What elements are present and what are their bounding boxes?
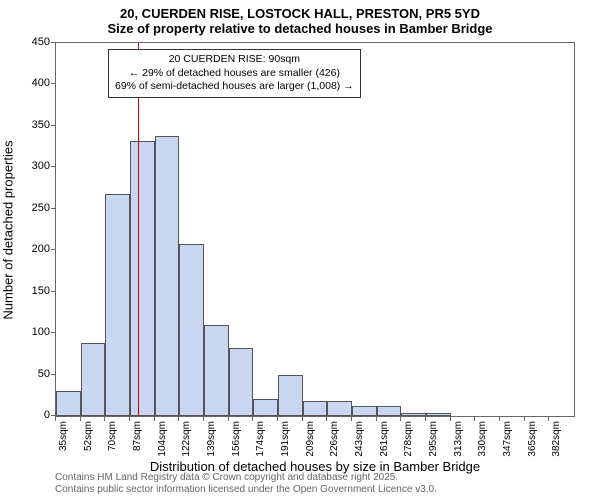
- x-tick-label: 382sqm: [551, 421, 562, 457]
- title-address: 20, CUERDEN RISE, LOSTOCK HALL, PRESTON,…: [0, 6, 600, 21]
- attribution-footer: Contains HM Land Registry data © Crown c…: [55, 472, 437, 496]
- histogram-bar: [204, 325, 229, 416]
- x-tick-mark: [129, 417, 130, 421]
- y-tick-label: 200: [32, 243, 50, 255]
- x-tick-mark: [104, 417, 105, 421]
- property-marker-line: [138, 43, 140, 416]
- histogram-bar: [130, 141, 155, 416]
- x-tick-label: 365sqm: [527, 421, 538, 457]
- annotation-property: 20 CUERDEN RISE: 90sqm: [115, 53, 354, 67]
- histogram-bar: [105, 194, 130, 416]
- x-tick-mark: [277, 417, 278, 421]
- x-tick-label: 104sqm: [157, 421, 168, 457]
- x-tick-mark: [499, 417, 500, 421]
- x-tick-label: 191sqm: [280, 421, 291, 457]
- footer-line2: Contains public sector information licen…: [55, 484, 437, 496]
- title-subtitle: Size of property relative to detached ho…: [0, 21, 600, 36]
- x-tick-mark: [326, 417, 327, 421]
- x-tick-label: 261sqm: [379, 421, 390, 457]
- y-tick-label: 0: [44, 409, 50, 421]
- annotation-larger: 69% of semi-detached houses are larger (…: [115, 80, 354, 94]
- x-tick-label: 87sqm: [132, 421, 143, 451]
- x-tick-mark: [351, 417, 352, 421]
- x-tick-mark: [425, 417, 426, 421]
- histogram-bar: [278, 375, 303, 416]
- chart-title: 20, CUERDEN RISE, LOSTOCK HALL, PRESTON,…: [0, 0, 600, 36]
- histogram-bar: [56, 391, 81, 416]
- y-axis: Number of detached properties 0501001502…: [0, 42, 55, 417]
- footer-line1: Contains HM Land Registry data © Crown c…: [55, 472, 437, 484]
- histogram-bar: [303, 401, 328, 416]
- x-tick-label: 347sqm: [502, 421, 513, 457]
- x-tick-label: 174sqm: [255, 421, 266, 457]
- histogram-bar: [155, 136, 180, 416]
- x-tick-label: 156sqm: [231, 421, 242, 457]
- y-tick-label: 50: [38, 368, 50, 380]
- x-tick-mark: [302, 417, 303, 421]
- x-tick-label: 243sqm: [354, 421, 365, 457]
- y-tick-label: 100: [32, 326, 50, 338]
- x-tick-mark: [376, 417, 377, 421]
- x-tick-label: 295sqm: [428, 421, 439, 457]
- x-tick-mark: [450, 417, 451, 421]
- x-tick-mark: [178, 417, 179, 421]
- x-tick-mark: [80, 417, 81, 421]
- histogram-bar: [229, 348, 254, 416]
- histogram-bar: [377, 406, 402, 416]
- x-tick-label: 313sqm: [453, 421, 464, 457]
- x-tick-mark: [252, 417, 253, 421]
- histogram-bar: [426, 413, 451, 416]
- annotation-smaller: ← 29% of detached houses are smaller (42…: [115, 67, 354, 81]
- x-tick-label: 226sqm: [329, 421, 340, 457]
- x-tick-label: 52sqm: [83, 421, 94, 451]
- y-tick-label: 150: [32, 285, 50, 297]
- x-tick-mark: [154, 417, 155, 421]
- histogram-bar: [327, 401, 352, 416]
- x-tick-label: 122sqm: [181, 421, 192, 457]
- x-tick-mark: [548, 417, 549, 421]
- x-tick-mark: [474, 417, 475, 421]
- histogram-bar: [352, 406, 377, 416]
- histogram-bar: [401, 413, 426, 416]
- x-tick-label: 139sqm: [206, 421, 217, 457]
- y-axis-label: Number of detached properties: [1, 140, 16, 319]
- y-tick-label: 350: [32, 119, 50, 131]
- annotation-box: 20 CUERDEN RISE: 90sqm ← 29% of detached…: [108, 49, 361, 98]
- y-tick-label: 450: [32, 36, 50, 48]
- x-tick-label: 35sqm: [58, 421, 69, 451]
- y-tick-label: 250: [32, 202, 50, 214]
- x-tick-label: 70sqm: [107, 421, 118, 451]
- chart-container: 20, CUERDEN RISE, LOSTOCK HALL, PRESTON,…: [0, 0, 600, 500]
- x-tick-mark: [400, 417, 401, 421]
- histogram-bar: [81, 343, 106, 416]
- histogram-bar: [253, 399, 278, 416]
- x-axis: 35sqm 52sqm 70sqm 87sqm 104sqm 122sqm 139sqm 15…: [55, 417, 575, 467]
- y-tick-label: 300: [32, 160, 50, 172]
- x-tick-mark: [55, 417, 56, 421]
- x-tick-label: 278sqm: [403, 421, 414, 457]
- x-tick-mark: [228, 417, 229, 421]
- x-tick-mark: [203, 417, 204, 421]
- x-tick-label: 330sqm: [477, 421, 488, 457]
- x-tick-label: 209sqm: [305, 421, 316, 457]
- x-tick-mark: [524, 417, 525, 421]
- plot-area: 20 CUERDEN RISE: 90sqm ← 29% of detached…: [55, 42, 575, 417]
- histogram-bar: [179, 244, 204, 416]
- y-tick-label: 400: [32, 77, 50, 89]
